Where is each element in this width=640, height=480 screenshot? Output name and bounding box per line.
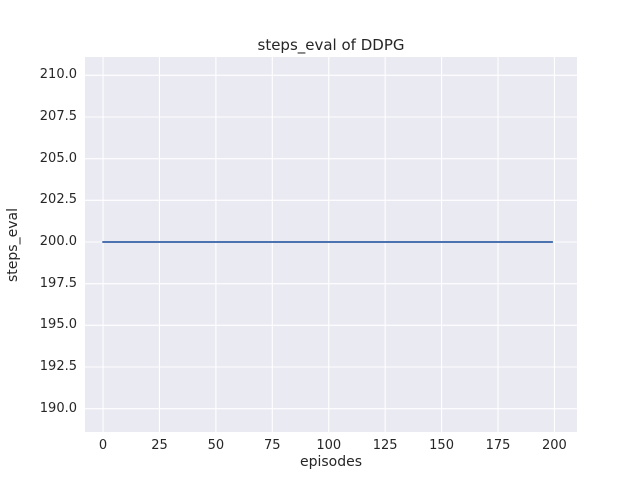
x-tick-label: 150 xyxy=(429,438,454,453)
y-tick-label: 190.0 xyxy=(39,400,77,416)
x-tick-label: 200 xyxy=(542,438,567,453)
x-tick-label: 75 xyxy=(264,438,281,453)
chart-canvas xyxy=(85,57,577,432)
x-tick-label: 0 xyxy=(98,438,108,453)
y-tick-label: 202.5 xyxy=(39,192,77,208)
x-tick-label: 125 xyxy=(372,438,398,453)
x-tick-label: 175 xyxy=(485,438,511,453)
plot-area xyxy=(85,57,577,432)
y-tick-label: 210.0 xyxy=(39,67,77,83)
x-tick-label: 25 xyxy=(151,438,168,453)
x-axis-label: episodes xyxy=(299,454,363,470)
chart-title: steps_eval of DDPG xyxy=(257,36,405,54)
x-tick-label: 50 xyxy=(207,438,225,453)
y-tick-label: 192.5 xyxy=(39,359,77,374)
y-tick-label: 200.0 xyxy=(39,234,77,249)
y-tick-label: 197.5 xyxy=(39,275,77,291)
x-tick-label: 100 xyxy=(316,438,342,453)
y-tick-label: 195.0 xyxy=(39,317,77,333)
y-tick-label: 205.0 xyxy=(39,150,77,166)
y-tick-label: 207.5 xyxy=(39,109,77,124)
